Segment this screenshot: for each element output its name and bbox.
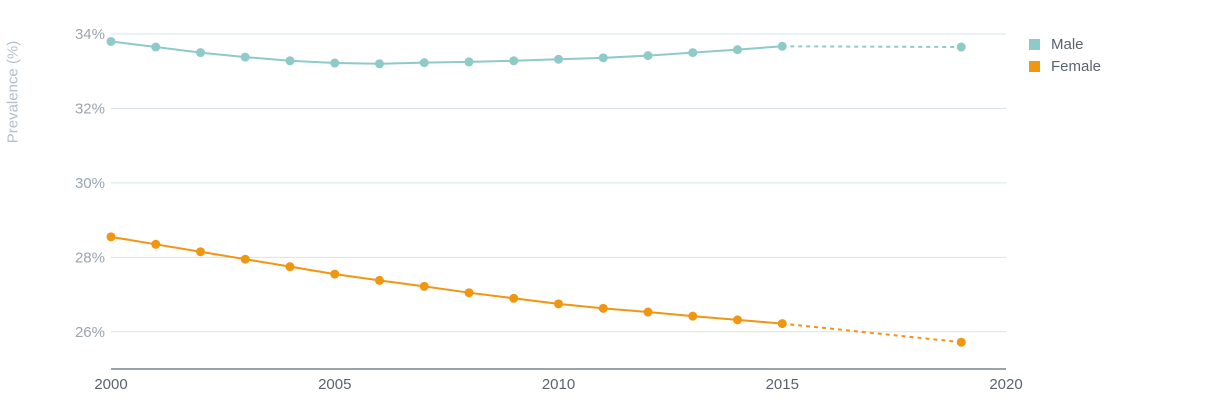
y-tick-label: 26% [75, 324, 105, 341]
data-point-female-2012 [643, 307, 653, 317]
data-point-male-2015 [777, 41, 787, 51]
data-point-male-2014 [733, 45, 742, 55]
x-tick-label: 2005 [318, 376, 351, 393]
y-tick-label: 30% [75, 175, 105, 192]
x-tick-label: 2000 [94, 376, 127, 393]
data-point-female-2015 [777, 319, 787, 329]
x-tick-label: 2020 [989, 376, 1022, 393]
data-point-female-2001 [151, 239, 161, 249]
data-point-female-2011 [598, 303, 608, 313]
data-point-female-2007 [419, 281, 429, 291]
data-point-male-2002 [196, 48, 205, 58]
data-point-female-2013 [688, 311, 698, 321]
data-point-female-2014 [733, 315, 742, 325]
data-point-male-2010 [554, 54, 563, 64]
legend-label-male: Male [1051, 35, 1084, 53]
data-point-male-2009 [509, 56, 519, 66]
data-point-male-2011 [598, 53, 608, 63]
legend-swatch-male [1029, 38, 1040, 50]
data-point-female-2000 [106, 232, 116, 242]
legend-swatch-female [1029, 60, 1040, 72]
series-projection-female [782, 322, 962, 344]
data-point-female-2009 [509, 293, 519, 303]
data-point-male-2004 [285, 56, 295, 66]
data-point-male-2012 [643, 51, 653, 61]
data-point-male-2000 [106, 36, 116, 46]
data-point-female-2008 [464, 288, 474, 298]
series-line-male [110, 40, 783, 65]
data-point-male-2013 [688, 48, 698, 58]
data-point-male-2008 [464, 57, 474, 67]
legend: Male Female [1029, 33, 1101, 77]
data-point-female-2019 [956, 337, 966, 347]
legend-item-male[interactable]: Male [1029, 33, 1101, 55]
legend-item-female[interactable]: Female [1029, 55, 1101, 77]
y-tick-label: 32% [75, 100, 105, 117]
x-tick-label: 2010 [542, 376, 575, 393]
x-tick-label: 2015 [766, 376, 799, 393]
series-projection-male [782, 45, 962, 49]
data-point-female-2002 [196, 247, 205, 257]
data-point-male-2006 [375, 59, 384, 69]
data-point-male-2005 [330, 58, 340, 68]
y-tick-label: 28% [75, 249, 105, 266]
data-point-female-2004 [285, 262, 295, 272]
data-point-female-2005 [330, 269, 340, 279]
legend-label-female: Female [1051, 57, 1102, 75]
y-tick-label: 34% [75, 26, 105, 43]
data-point-male-2019 [956, 42, 966, 52]
data-point-male-2003 [240, 52, 250, 62]
series-line-female [110, 235, 783, 325]
data-point-female-2006 [375, 275, 384, 285]
data-point-male-2001 [151, 42, 161, 52]
data-point-female-2003 [240, 254, 250, 264]
data-point-male-2007 [419, 58, 429, 68]
data-point-female-2010 [554, 299, 563, 309]
